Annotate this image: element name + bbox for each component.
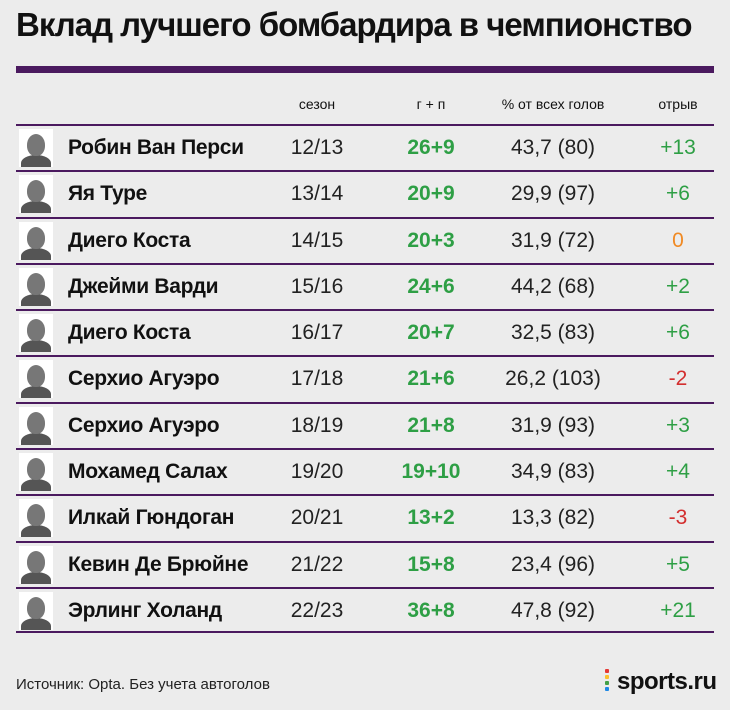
goals-assists-cell: 20+9: [407, 182, 455, 206]
player-name: Диего Коста: [68, 228, 191, 252]
percent-cell: 47,8 (92): [510, 598, 596, 622]
percent-cell: 23,4 (96): [510, 552, 596, 576]
player-name: Серхио Агуэро: [68, 413, 220, 437]
season-cell: 17/18: [290, 367, 344, 391]
gap-cell: +21: [660, 598, 696, 622]
player-name: Серхио Агуэро: [68, 367, 220, 391]
season-cell: 14/15: [290, 228, 344, 252]
goals-assists-cell: 20+7: [407, 321, 455, 345]
table-row: Серхио Агуэро 18/19 21+8 31,9 (93) +3: [16, 401, 714, 448]
player-name: Робин Ван Перси: [68, 136, 244, 159]
player-photo: [19, 499, 53, 538]
table-row: Диего Коста 16/17 20+7 32,5 (83) +6: [16, 309, 714, 355]
header-gap: отрыв: [658, 96, 698, 112]
season-cell: 21/22: [290, 552, 344, 576]
player-name: Илкай Гюндоган: [68, 506, 235, 530]
player-photo: [19, 591, 53, 630]
gap-cell: +4: [666, 460, 690, 484]
player-photo: [19, 221, 53, 260]
header-goals-assists: г + п: [416, 96, 446, 112]
gap-cell: -2: [668, 367, 688, 391]
percent-cell: 32,5 (83): [510, 321, 596, 345]
table-row: Эрлинг Холанд 22/23 36+8 47,8 (92) +21: [16, 586, 714, 634]
scorers-table: Робин Ван Перси 12/13 26+9 43,7 (80) +13 Яя Т…: [16, 124, 714, 634]
player-name: Мохамед Салах: [68, 460, 228, 484]
gap-cell: +3: [666, 413, 690, 437]
table-row: Илкай Гюндоган 20/21 13+2 13,3 (82) -3: [16, 494, 714, 540]
season-cell: 12/13: [290, 136, 344, 159]
gap-cell: 0: [672, 228, 684, 252]
percent-cell: 13,3 (82): [510, 506, 596, 530]
table-row: Робин Ван Перси 12/13 26+9 43,7 (80) +13: [16, 124, 714, 170]
table-row: Яя Туре 13/14 20+9 29,9 (97) +6: [16, 170, 714, 216]
goals-assists-cell: 15+8: [407, 552, 455, 576]
goals-assists-cell: 24+6: [407, 274, 455, 298]
goals-assists-cell: 21+8: [407, 413, 455, 437]
player-photo: [19, 267, 53, 306]
season-cell: 18/19: [290, 413, 344, 437]
goals-assists-cell: 20+3: [407, 228, 455, 252]
goals-assists-cell: 26+9: [407, 136, 455, 159]
goals-assists-cell: 13+2: [407, 506, 455, 530]
gap-cell: +6: [666, 182, 690, 206]
percent-cell: 31,9 (93): [510, 413, 596, 437]
player-photo: [19, 360, 53, 399]
goals-assists-cell: 36+8: [407, 598, 455, 622]
brand-logo: sports.ru: [617, 668, 717, 695]
gap-cell: +2: [666, 274, 690, 298]
gap-cell: -3: [668, 506, 688, 530]
season-cell: 15/16: [290, 274, 344, 298]
gap-cell: +5: [666, 552, 690, 576]
player-photo: [19, 175, 53, 214]
table-row: Джейми Варди 15/16 24+6 44,2 (68) +2: [16, 262, 714, 309]
percent-cell: 31,9 (72): [510, 228, 596, 252]
header-season: сезон: [298, 96, 336, 112]
season-cell: 13/14: [290, 182, 344, 206]
season-cell: 19/20: [290, 460, 344, 484]
player-name: Эрлинг Холанд: [68, 598, 222, 622]
player-name: Яя Туре: [68, 182, 148, 206]
table-row: Серхио Агуэро 17/18 21+6 26,2 (103) -2: [16, 355, 714, 401]
percent-cell: 26,2 (103): [505, 367, 601, 391]
season-cell: 20/21: [290, 506, 344, 530]
season-cell: 16/17: [290, 321, 344, 345]
player-name: Кевин Де Брюйне: [68, 552, 249, 576]
player-name: Джейми Варди: [68, 274, 219, 298]
player-name: Диего Коста: [68, 321, 191, 345]
gap-cell: +13: [660, 136, 696, 159]
table-row: Диего Коста 14/15 20+3 31,9 (72) 0: [16, 216, 714, 263]
table-row: Мохамед Салах 19/20 19+10 34,9 (83) +4: [16, 448, 714, 494]
gap-cell: +6: [666, 321, 690, 345]
player-photo: [19, 314, 53, 353]
table-row: Кевин Де Брюйне 21/22 15+8 23,4 (96) +5: [16, 540, 714, 587]
title-divider: [16, 66, 714, 73]
percent-cell: 34,9 (83): [510, 460, 596, 484]
percent-cell: 29,9 (97): [510, 182, 596, 206]
sports-ru-logo-icon: [605, 669, 614, 693]
goals-assists-cell: 19+10: [401, 460, 461, 484]
percent-cell: 44,2 (68): [510, 274, 596, 298]
header-percent: % от всех голов: [501, 96, 605, 112]
goals-assists-cell: 21+6: [407, 367, 455, 391]
season-cell: 22/23: [290, 598, 344, 622]
source-note: Источник: Opta. Без учета автоголов: [16, 676, 270, 693]
percent-cell: 43,7 (80): [510, 136, 596, 159]
chart-title: Вклад лучшего бомбардира в чемпионство: [16, 6, 693, 43]
player-photo: [19, 545, 53, 584]
player-photo: [19, 453, 53, 492]
player-photo: [19, 129, 53, 167]
player-photo: [19, 406, 53, 445]
